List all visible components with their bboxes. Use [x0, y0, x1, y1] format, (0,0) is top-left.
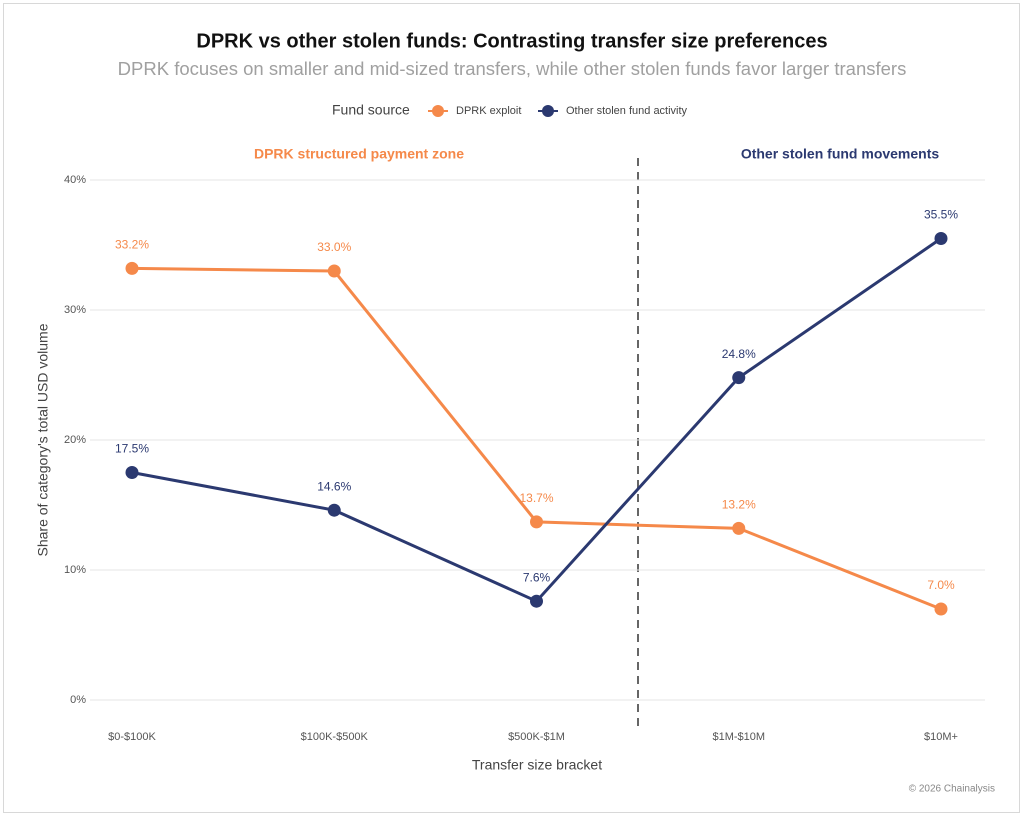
- x-tick-label: $100K-$500K: [301, 731, 369, 743]
- value-label: 14.6%: [317, 479, 351, 493]
- point: [125, 261, 139, 275]
- value-label: 7.6%: [523, 570, 551, 584]
- source: © 2026 Chainalysis: [909, 784, 995, 795]
- point: [934, 602, 948, 616]
- legend-dot: [432, 105, 444, 117]
- legend-label: Other stolen fund activity: [566, 105, 688, 117]
- y-tick-label: 0%: [70, 694, 86, 706]
- value-label: 33.2%: [115, 238, 149, 252]
- point: [934, 232, 948, 245]
- x-tick-label: $1M-$10M: [712, 731, 765, 743]
- legend-dot: [542, 105, 554, 117]
- frame: [3, 3, 1020, 813]
- legend-label: DPRK exploit: [456, 105, 521, 117]
- x-axis-label: Transfer size bracket: [472, 757, 602, 773]
- value-label: 17.5%: [115, 442, 149, 456]
- zone-label: DPRK structured payment zone: [254, 146, 464, 162]
- point: [732, 371, 746, 385]
- point: [327, 503, 341, 517]
- point: [327, 264, 341, 278]
- y-tick-label: 40%: [64, 174, 86, 186]
- value-label: 13.7%: [519, 491, 553, 505]
- value-label: 35.5%: [924, 208, 958, 222]
- x-tick-label: $0-$100K: [108, 731, 156, 743]
- chart-subtitle: DPRK focuses on smaller and mid-sized tr…: [118, 58, 907, 79]
- y-tick-label: 10%: [64, 564, 86, 576]
- point: [732, 521, 746, 535]
- point: [125, 466, 139, 479]
- zone-label: Other stolen fund movements: [741, 146, 940, 162]
- x-tick-label: $500K-$1M: [508, 731, 565, 743]
- point: [530, 594, 543, 608]
- value-label: 7.0%: [927, 578, 955, 592]
- y-tick-label: 20%: [64, 434, 86, 446]
- value-label: 13.2%: [722, 498, 756, 512]
- y-tick-label: 30%: [64, 304, 86, 316]
- value-label: 24.8%: [722, 347, 756, 361]
- point: [530, 515, 543, 529]
- chart-title: DPRK vs other stolen funds: Contrasting …: [196, 30, 827, 52]
- value-label: 33.0%: [317, 240, 351, 254]
- y-axis-label: Share of category's total USD volume: [35, 323, 51, 556]
- legend-title: Fund source: [332, 102, 410, 118]
- x-tick-label: $10M+: [924, 731, 958, 743]
